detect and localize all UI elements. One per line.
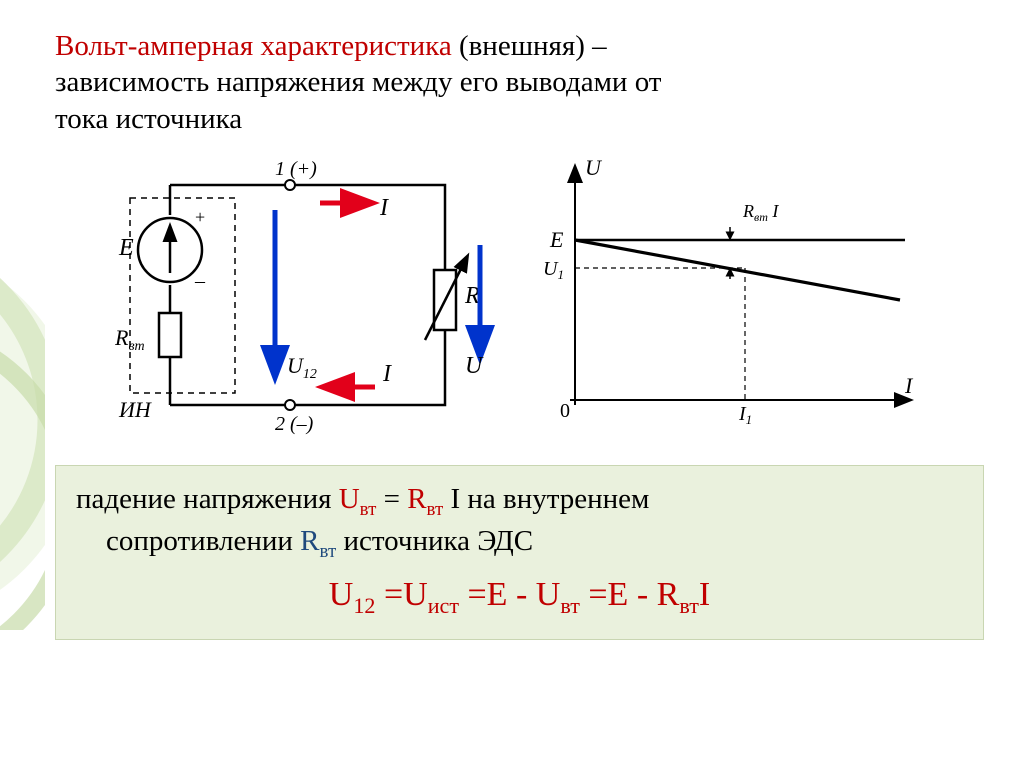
- u-label: U: [465, 353, 484, 379]
- title-highlight: Вольт-амперная характеристика: [55, 30, 452, 62]
- title-block: Вольт-амперная характеристика (внешняя) …: [55, 28, 984, 137]
- title-rest1: (внешняя) –: [452, 30, 607, 62]
- txt4: источника ЭДС: [336, 525, 533, 557]
- rvt: Rвт: [407, 483, 443, 515]
- txt2: I на внутреннем: [443, 483, 649, 515]
- title-line2: зависимость напряжения между его выводам…: [55, 66, 661, 98]
- eq: =: [376, 483, 407, 515]
- rvt2: Rвт: [300, 525, 336, 557]
- minus-label: –: [194, 270, 206, 292]
- plus-label: +: [195, 207, 205, 227]
- e-axis-label: E: [549, 227, 564, 252]
- i1-axis-label: I1: [738, 403, 752, 427]
- title-line3: тока источника: [55, 103, 242, 135]
- u1-axis-label: U1: [543, 258, 564, 282]
- figures-row: 1 (+) 2 (–) + – E Rвт ИН R I I U12: [55, 155, 984, 435]
- y-axis-label: U: [585, 155, 603, 180]
- uvt: Uвт: [339, 483, 377, 515]
- rvt-label: Rвт: [115, 325, 145, 354]
- txt: падение напряжения: [76, 483, 339, 515]
- node2-label: 2 (–): [275, 413, 314, 435]
- x-axis-label: I: [904, 373, 914, 398]
- i-top-label: I: [379, 195, 389, 221]
- formula: U12 =Uист =E - Uвт =E - RвтI: [76, 572, 963, 621]
- circuit-diagram: 1 (+) 2 (–) + – E Rвт ИН R I I U12: [115, 155, 495, 435]
- i-bot-label: I: [382, 361, 392, 387]
- txt3: сопротивлении: [106, 525, 300, 557]
- bottom-line2: сопротивлении Rвт источника ЭДС: [76, 522, 963, 564]
- bottom-text-box: падение напряжения Uвт = Rвт I на внутре…: [55, 465, 984, 640]
- origin-label: 0: [560, 400, 570, 422]
- u12-label: U12: [287, 353, 317, 382]
- node1-label: 1 (+): [275, 158, 317, 180]
- rvt-gap-label: Rвт I: [742, 201, 779, 224]
- source-label: ИН: [118, 397, 152, 422]
- emf-label: E: [118, 235, 134, 261]
- vi-chart: U I 0 E U1 I1 Rвт I: [525, 155, 925, 435]
- slide-content: Вольт-амперная характеристика (внешняя) …: [0, 0, 1024, 640]
- bottom-line1: падение напряжения Uвт = Rвт I на внутре…: [76, 480, 963, 522]
